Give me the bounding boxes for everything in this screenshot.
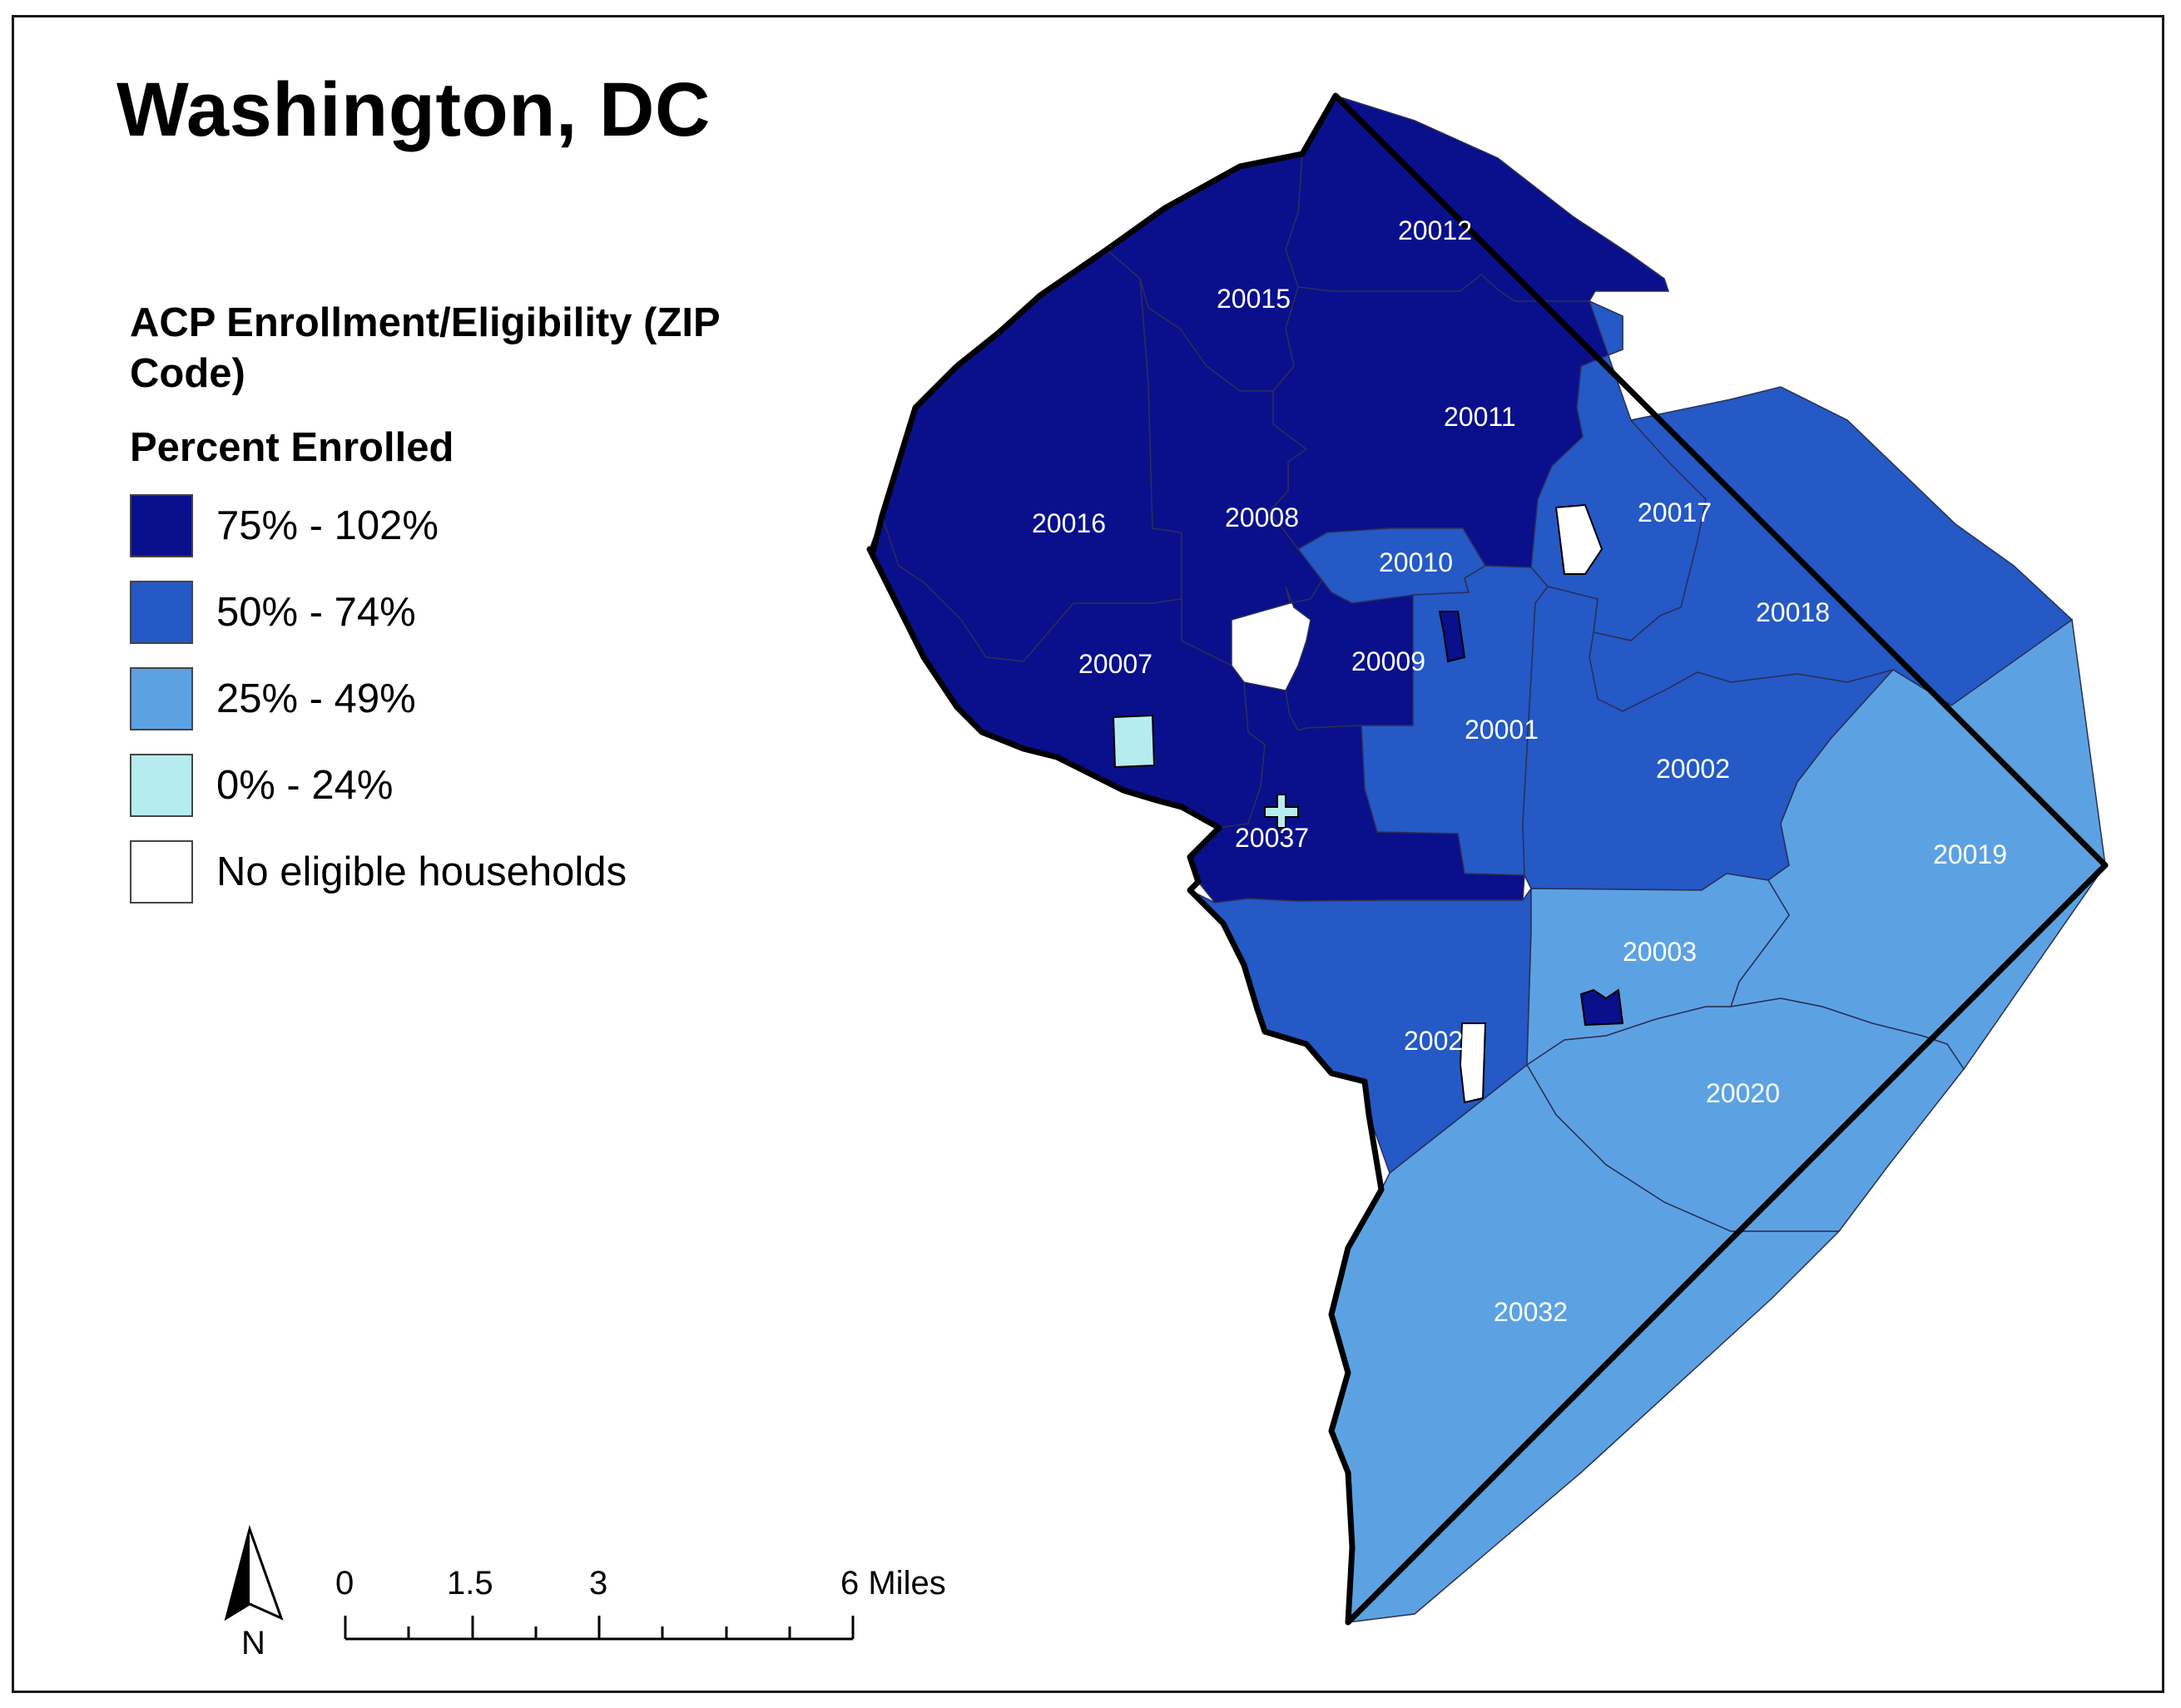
- map-frame: [12, 15, 2164, 1693]
- enclave-none-buzzard: [1459, 1022, 1487, 1104]
- legend-label: 75% - 102%: [216, 503, 439, 548]
- zip-label: 20019: [1933, 839, 2007, 869]
- zip-regions: [869, 95, 2106, 1623]
- dc-boundary: [866, 92, 2109, 1626]
- enclave-low-dupont: [1264, 794, 1299, 829]
- legend-subtitle: Percent Enrolled: [130, 425, 454, 470]
- zip-label: 20017: [1638, 498, 1712, 527]
- zip-region-20012: [1285, 95, 1670, 302]
- north-arrow: N: [224, 1524, 284, 1661]
- legend-item: 50% - 74%: [130, 579, 762, 646]
- zip-label: 20012: [1398, 215, 1472, 245]
- scale-label: 3: [589, 1565, 607, 1602]
- zip-label: 20020: [1706, 1078, 1780, 1108]
- scale-label: 0: [335, 1565, 354, 1602]
- zip-label: 20007: [1078, 649, 1152, 679]
- legend-swatch: [130, 494, 193, 557]
- enclave-none-catholic-u: [1554, 503, 1604, 575]
- legend-label: 25% - 49%: [216, 676, 416, 721]
- zip-label: 20032: [1494, 1297, 1568, 1327]
- zip-label: 20024: [1404, 1026, 1478, 1056]
- legend-item: 0% - 24%: [130, 752, 762, 819]
- legend-swatch: [130, 667, 193, 730]
- enclave-dark-shaw: [1438, 611, 1466, 663]
- legend: ACP Enrollment/Eligibility (ZIP Code) Pe…: [130, 298, 762, 925]
- legend-title: ACP Enrollment/Eligibility (ZIP Code): [130, 300, 720, 396]
- north-arrow-label: N: [241, 1625, 265, 1661]
- scale-label: 6 Miles: [840, 1565, 946, 1602]
- enclave-low-georgetown: [1112, 714, 1156, 769]
- legend-label: 50% - 74%: [216, 590, 416, 635]
- legend-label: 0% - 24%: [216, 763, 394, 808]
- map-title: Washington, DC: [116, 67, 711, 152]
- zip-label: 20009: [1351, 646, 1425, 676]
- zip-label: 20018: [1756, 597, 1830, 627]
- legend-items: 75% - 102% 50% - 74% 25% - 49% 0% - 24% …: [130, 493, 762, 905]
- legend-item: 25% - 49%: [130, 666, 762, 732]
- scale-bar: 0 1.5 3 6 Miles: [335, 1565, 946, 1641]
- zip-label: 20010: [1379, 547, 1453, 577]
- zip-label: 20008: [1225, 502, 1299, 532]
- legend-label: No eligible households: [216, 849, 627, 894]
- zip-labels: 20012 20015 20011 20016 20008 20007 2000…: [1032, 215, 2007, 1327]
- scale-label: 1.5: [447, 1565, 493, 1602]
- zip-label: 20003: [1623, 937, 1697, 967]
- zip-label: 20016: [1032, 508, 1106, 538]
- zip-region-20008: [1139, 278, 1324, 667]
- legend-swatch: [130, 754, 193, 817]
- legend-item: No eligible households: [130, 839, 762, 905]
- zip-label: 20015: [1217, 284, 1291, 314]
- legend-item: 75% - 102%: [130, 493, 762, 559]
- zip-label: 20001: [1465, 715, 1539, 745]
- legend-swatch: [130, 581, 193, 644]
- north-arrow-shade: [226, 1529, 250, 1618]
- zip-label: 20037: [1235, 823, 1309, 853]
- zip-label: 20002: [1656, 754, 1730, 784]
- enclave-dark-navyyard: [1579, 988, 1624, 1027]
- legend-swatch: [130, 840, 193, 904]
- zip-label: 20011: [1444, 402, 1516, 432]
